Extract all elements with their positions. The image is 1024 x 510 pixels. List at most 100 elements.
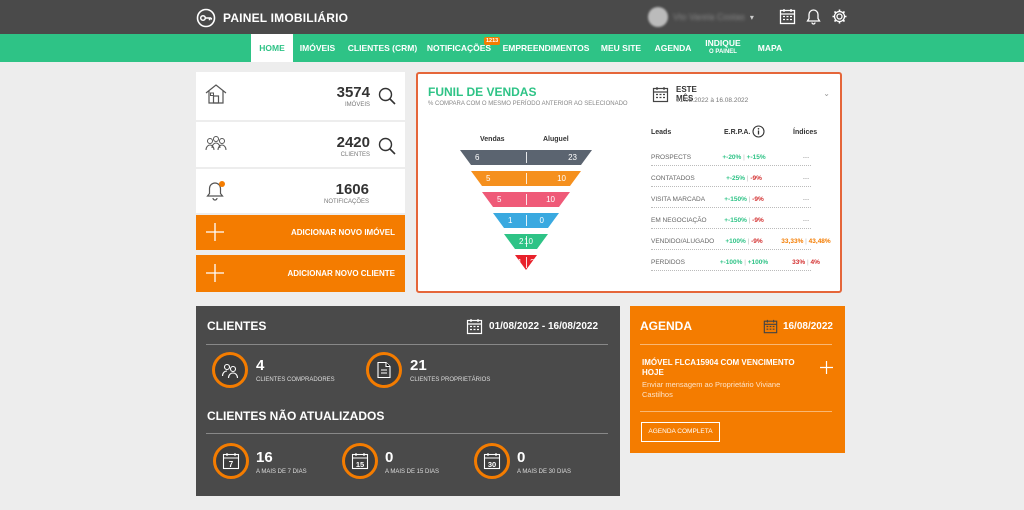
full-agenda-button[interactable]: AGENDA COMPLETA [641, 422, 720, 442]
lead-stage-name: VENDIDO/ALUGADO [651, 238, 715, 245]
outdated-15-label: A MAIS DE 15 DIAS [385, 469, 440, 475]
buyers-label: CLIENTES COMPRADORES [256, 377, 335, 383]
erpa-values: +-150% | -9% [718, 196, 770, 203]
calendar-7-icon: 7 [222, 453, 240, 470]
gear-icon[interactable] [831, 8, 848, 25]
erpa-rent: -9% [750, 175, 762, 182]
index-values: 33% | 4% [775, 259, 837, 266]
search-icon[interactable] [378, 137, 396, 155]
agenda-date-text: 16/08/2022 [782, 321, 833, 332]
outdated-30-circle: 30 [474, 443, 510, 479]
clients-panel: CLIENTES 01/08/2022 - 16/08/2022 4 CLIEN… [196, 306, 620, 496]
nav-agenda[interactable]: AGENDA [654, 43, 692, 53]
bell-alert-icon [206, 181, 225, 201]
calendar-30-icon: 30 [483, 453, 501, 470]
index-sales: --- [802, 217, 810, 224]
nav-indique[interactable]: INDIQUE O PAINEL [700, 34, 746, 62]
erpa-sales: +-20% [722, 154, 742, 161]
lead-stage-name: CONTATADOS [651, 175, 695, 182]
calendar-number: 7 [229, 460, 234, 469]
clients-date-range[interactable]: 01/08/2022 - 16/08/2022 [466, 318, 598, 335]
nav-indique-line2: O PAINEL [709, 49, 737, 55]
row-divider [651, 165, 811, 166]
plus-icon [206, 223, 224, 241]
funnel-rent-value: 1 [517, 258, 522, 267]
outdated-title: CLIENTES NÃO ATUALIZADOS [207, 409, 385, 423]
lead-stage-name: PROSPECTS [651, 154, 692, 161]
calendar-icon [763, 319, 778, 334]
nav-notificacoes[interactable]: NOTIFICAÇÕES [426, 43, 492, 53]
nav-empreendimentos[interactable]: EMPREENDIMENTOS [502, 43, 590, 53]
main-nav: HOME IMÓVEIS CLIENTES (CRM) NOTIFICAÇÕES… [0, 34, 1024, 62]
erpa-values: +-100% | +100% [718, 259, 770, 266]
erpa-values: +-20% | +-15% [718, 154, 770, 161]
erpa-values: +-150% | -9% [718, 217, 770, 224]
nav-home[interactable]: HOME [251, 34, 293, 62]
nav-meu-site[interactable]: MEU SITE [600, 43, 642, 53]
calendar-number: 15 [356, 460, 364, 469]
add-property-button[interactable]: ADICIONAR NOVO IMÓVEL [196, 215, 405, 250]
lead-stage-name: PERDIDOS [651, 259, 685, 266]
index-values: --- [775, 196, 837, 203]
outdated-30-count: 0 [517, 449, 526, 466]
funnel-rent-value: 23 [568, 153, 577, 162]
separator: | [745, 175, 751, 182]
erpa-rent: -9% [751, 238, 763, 245]
add-property-label: ADICIONAR NOVO IMÓVEL [290, 228, 395, 237]
calendar-icon[interactable] [779, 8, 796, 25]
info-icon[interactable] [752, 125, 765, 138]
user-menu[interactable]: Vto Varela Costas ▾ [648, 7, 754, 27]
stat-card-imoveis[interactable]: 3574 IMÓVEIS [196, 72, 405, 120]
owners-label: CLIENTES PROPRIETÁRIOS [410, 377, 491, 383]
nav-indique-line1: INDIQUE [705, 38, 741, 48]
funnel-sales-value: 2 [519, 237, 524, 246]
erpa-rent: -9% [752, 196, 764, 203]
outdated-15-count: 0 [385, 449, 394, 466]
erpa-sales: +-150% [724, 196, 747, 203]
index-values: --- [775, 175, 837, 182]
stat-card-clientes[interactable]: 2420 CLIENTES [196, 122, 405, 167]
row-divider [651, 186, 811, 187]
owners-icon-circle [366, 352, 402, 388]
stat-card-notificacoes[interactable]: 1606 NOTIFICAÇÕES [196, 169, 405, 213]
logo[interactable]: PAINEL IMOBILIÁRIO [196, 8, 348, 28]
separator: | [803, 238, 809, 245]
separator: | [805, 259, 811, 266]
erpa-rent: -9% [752, 217, 764, 224]
outdated-15-circle: 15 [342, 443, 378, 479]
add-client-label: ADICIONAR NOVO CLIENTE [287, 269, 395, 278]
divider [640, 344, 832, 345]
index-sales: 33% [792, 259, 806, 266]
bell-icon[interactable] [805, 8, 822, 25]
erpa-sales: +-100% [719, 259, 743, 266]
separator: | [745, 238, 752, 245]
nav-mapa[interactable]: MAPA [757, 43, 783, 53]
stat-label: NOTIFICAÇÕES [323, 199, 369, 205]
search-icon[interactable] [378, 87, 396, 105]
date-range-text: 01/08/2022 - 16/08/2022 [489, 321, 598, 332]
stat-value: 2420 [336, 134, 370, 151]
nav-imoveis[interactable]: IMÓVEIS [299, 43, 336, 53]
owners-count: 21 [410, 357, 427, 374]
calendar-number: 30 [488, 460, 496, 469]
add-client-button[interactable]: ADICIONAR NOVO CLIENTE [196, 255, 405, 292]
agenda-date[interactable]: 16/08/2022 [763, 319, 833, 334]
buyers-icon-circle [212, 352, 248, 388]
plus-icon[interactable] [820, 361, 833, 374]
buyers-count: 4 [256, 357, 265, 374]
funnel-separator [526, 152, 527, 163]
chevron-down-icon[interactable]: ⌄ [823, 89, 830, 98]
index-values: --- [775, 154, 837, 161]
row-divider [651, 249, 811, 250]
lead-stage-name: VISITA MARCADA [651, 196, 706, 203]
nav-clientes[interactable]: CLIENTES (CRM) [347, 43, 418, 53]
funnel-bar: 6 23 [460, 150, 592, 165]
index-rent: 43,48% [808, 238, 831, 245]
index-sales: --- [802, 175, 810, 182]
stat-value: 3574 [336, 84, 370, 101]
top-bar: PAINEL IMOBILIÁRIO Vto Varela Costas ▾ [0, 0, 1024, 34]
calendar-icon [652, 87, 669, 103]
funnel-bar: 5 10 [482, 192, 570, 207]
agenda-item-title[interactable]: IMÓVEL FLCA15904 COM VENCIMENTO HOJE [642, 358, 795, 377]
